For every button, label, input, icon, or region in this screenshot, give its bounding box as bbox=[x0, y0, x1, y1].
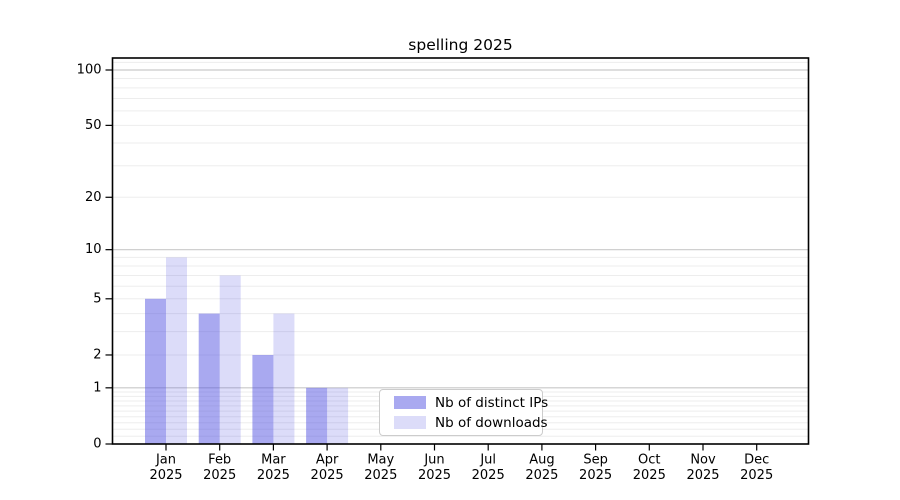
x-tick-month-label: Jan bbox=[155, 453, 176, 468]
bar-distinct-ips-mar bbox=[252, 354, 274, 444]
y-tick-label: 100 bbox=[77, 63, 102, 78]
x-tick-year-label: 2025 bbox=[740, 468, 773, 483]
x-tick-year-label: 2025 bbox=[149, 468, 182, 483]
bar-downloads-feb bbox=[219, 275, 241, 444]
legend-item-downloads: Nb of downloads bbox=[394, 415, 548, 431]
x-tick-month-label: Aug bbox=[529, 453, 554, 468]
x-tick-month-label: Jun bbox=[423, 453, 444, 468]
x-tick-year-label: 2025 bbox=[525, 468, 558, 483]
x-tick-month-label: Dec bbox=[744, 453, 769, 468]
x-tick-year-label: 2025 bbox=[418, 468, 451, 483]
x-tick-year-label: 2025 bbox=[311, 468, 344, 483]
bar-distinct-ips-feb bbox=[198, 313, 220, 444]
x-tick-year-label: 2025 bbox=[203, 468, 236, 483]
legend: Nb of distinct IPs Nb of downloads bbox=[379, 389, 548, 436]
legend-swatch-downloads bbox=[394, 416, 426, 429]
x-tick-month-label: Sep bbox=[583, 453, 608, 468]
y-tick-label: 1 bbox=[93, 380, 101, 395]
plot-border bbox=[111, 57, 810, 445]
legend-item-distinct-ips: Nb of distinct IPs bbox=[394, 395, 548, 411]
legend-label-distinct-ips: Nb of distinct IPs bbox=[435, 394, 549, 411]
x-tick-month-label: Oct bbox=[638, 453, 660, 468]
x-tick-year-label: 2025 bbox=[686, 468, 719, 483]
bar-distinct-ips-apr bbox=[306, 387, 328, 444]
y-tick-label: 10 bbox=[85, 242, 102, 257]
x-tick-month-label: May bbox=[367, 453, 394, 468]
bar-downloads-apr bbox=[327, 387, 349, 444]
bar-distinct-ips-jan bbox=[145, 298, 166, 444]
x-tick-month-label: Nov bbox=[690, 453, 716, 468]
x-tick-year-label: 2025 bbox=[579, 468, 612, 483]
y-tick-label: 2 bbox=[93, 347, 101, 362]
x-tick-month-label: Apr bbox=[316, 453, 339, 468]
y-tick-label: 0 bbox=[93, 437, 101, 452]
y-tick-label: 5 bbox=[93, 291, 101, 306]
bar-downloads-mar bbox=[273, 313, 295, 444]
bar-downloads-jan bbox=[166, 257, 187, 444]
chart-title: spelling 2025 bbox=[408, 36, 513, 54]
x-tick-year-label: 2025 bbox=[633, 468, 666, 483]
x-tick-month-label: Jul bbox=[479, 453, 496, 468]
x-tick-month-label: Feb bbox=[208, 453, 231, 468]
y-tick-label: 50 bbox=[85, 118, 102, 133]
x-tick-month-label: Mar bbox=[261, 453, 286, 468]
x-tick-year-label: 2025 bbox=[472, 468, 505, 483]
x-tick-year-label: 2025 bbox=[364, 468, 397, 483]
legend-swatch-distinct-ips bbox=[394, 396, 426, 409]
y-tick-label: 20 bbox=[85, 190, 102, 205]
legend-label-downloads: Nb of downloads bbox=[435, 414, 548, 431]
x-tick-year-label: 2025 bbox=[257, 468, 290, 483]
